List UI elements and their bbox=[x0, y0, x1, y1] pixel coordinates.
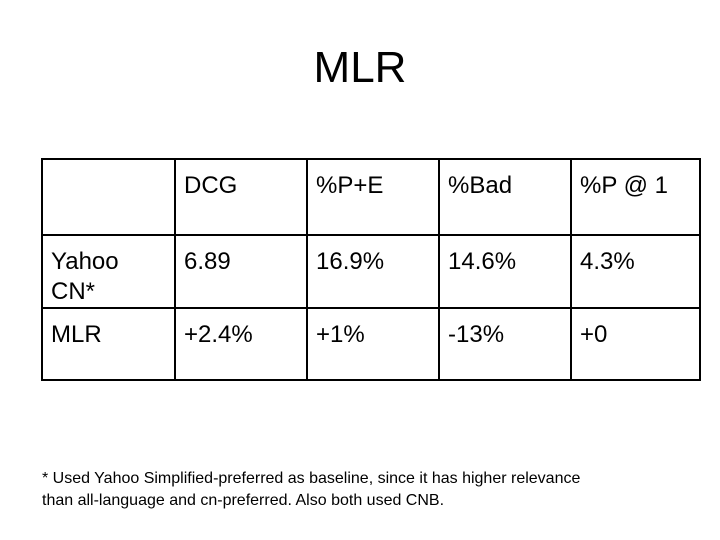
row-label-yahoo-cn: Yahoo CN* bbox=[41, 234, 176, 309]
cell-mlr-p-at-1: +0 bbox=[570, 307, 701, 381]
slide-title: MLR bbox=[313, 43, 407, 92]
table-header-row: DCG %P+E %Bad %P @ 1 bbox=[41, 158, 701, 236]
header-cell-bad: %Bad bbox=[438, 158, 572, 236]
header-cell-p-at-1: %P @ 1 bbox=[570, 158, 701, 236]
header-cell-dcg: DCG bbox=[174, 158, 308, 236]
footnote: * Used Yahoo Simplified-preferred as bas… bbox=[42, 468, 682, 512]
cell-mlr-p-plus-e: +1% bbox=[306, 307, 440, 381]
table-row-yahoo-cn: Yahoo CN* 6.89 16.9% 14.6% 4.3% bbox=[41, 234, 701, 309]
cell-yahoo-bad: 14.6% bbox=[438, 234, 572, 309]
row-label-mlr: MLR bbox=[41, 307, 176, 381]
footnote-line1: * Used Yahoo Simplified-preferred as bas… bbox=[42, 470, 581, 487]
footnote-line2: than all-language and cn-preferred. Also… bbox=[42, 492, 445, 509]
row-label-line2: CN* bbox=[51, 278, 96, 305]
cell-yahoo-p-plus-e: 16.9% bbox=[306, 234, 440, 309]
cell-mlr-dcg: +2.4% bbox=[174, 307, 308, 381]
header-cell-p-plus-e: %P+E bbox=[306, 158, 440, 236]
cell-yahoo-dcg: 6.89 bbox=[174, 234, 308, 309]
cell-yahoo-p-at-1: 4.3% bbox=[570, 234, 701, 309]
cell-mlr-bad: -13% bbox=[438, 307, 572, 381]
table-row-mlr: MLR +2.4% +1% -13% +0 bbox=[41, 307, 701, 381]
results-table: DCG %P+E %Bad %P @ 1 Yahoo CN* 6.89 16.9%… bbox=[41, 158, 701, 381]
row-label-line1: Yahoo bbox=[51, 248, 119, 275]
header-cell-empty bbox=[41, 158, 176, 236]
